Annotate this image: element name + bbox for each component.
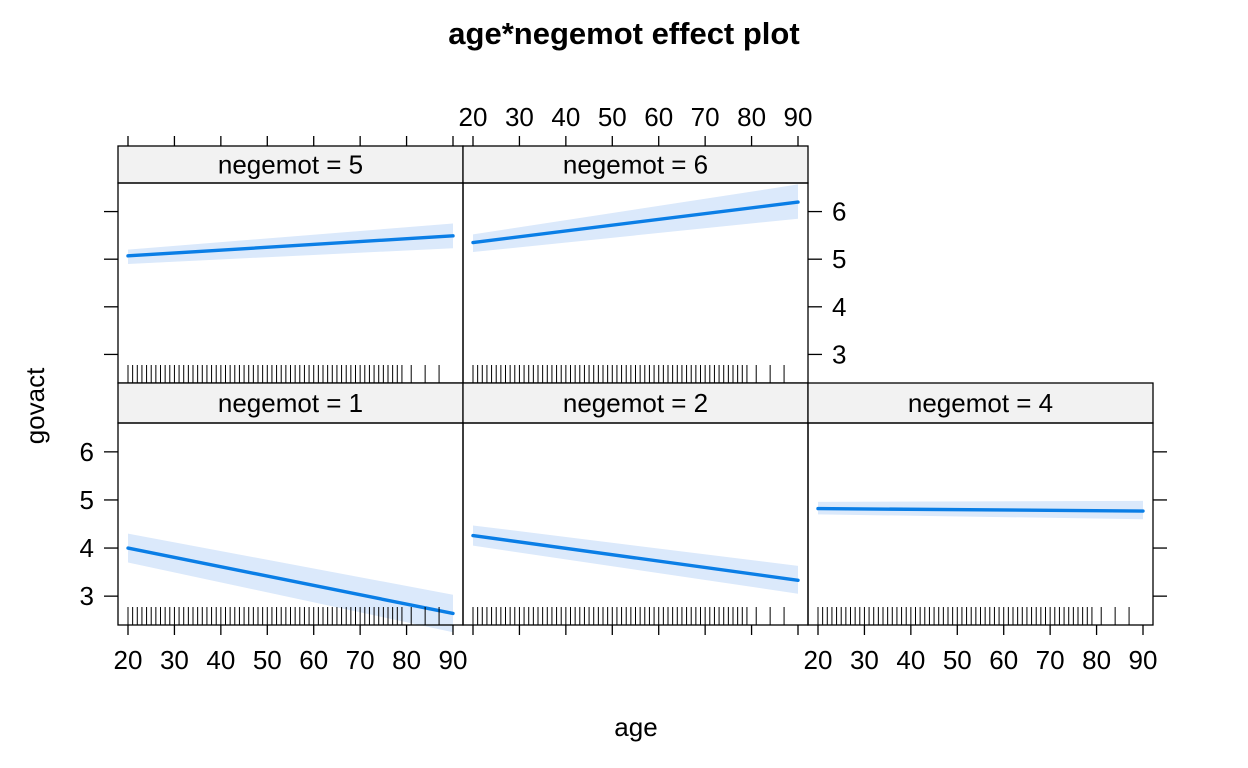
y-axis xyxy=(104,210,118,356)
x-tick-label: 50 xyxy=(598,102,627,132)
x-tick-label: 90 xyxy=(1129,645,1158,675)
x-tick-label: 60 xyxy=(299,645,328,675)
y-tick-label: 3 xyxy=(80,581,94,611)
x-tick-label: 70 xyxy=(691,102,720,132)
x-axis xyxy=(127,136,454,146)
y-tick-label: 5 xyxy=(80,485,94,515)
y-axis: 3 4 5 6 xyxy=(80,437,118,611)
x-tick-label: 80 xyxy=(392,645,421,675)
x-tick-label: 70 xyxy=(346,645,375,675)
fit-line xyxy=(471,200,800,245)
rug xyxy=(472,365,785,383)
fit-line xyxy=(126,234,455,258)
x-tick-label: 30 xyxy=(160,645,189,675)
strip-background xyxy=(807,382,1154,424)
confidence-band xyxy=(128,223,453,264)
x-tick-label: 30 xyxy=(850,645,879,675)
panel-negemot-2: negemot = 2 xyxy=(462,382,809,626)
strip-background xyxy=(462,382,809,424)
x-tick-label: 80 xyxy=(1082,645,1111,675)
y-tick-label: 5 xyxy=(832,244,846,274)
strip-label: negemot = 5 xyxy=(218,150,363,180)
strip-label: negemot = 6 xyxy=(563,150,708,180)
x-tick-label: 80 xyxy=(737,102,766,132)
x-axis: 20 30 40 50 60 70 80 90 xyxy=(459,102,813,146)
panel-negemot-4: negemot = 4 xyxy=(807,382,1154,626)
x-tick-label: 40 xyxy=(551,102,580,132)
x-axis xyxy=(472,625,799,635)
panel-border xyxy=(117,182,464,384)
x-tick-label: 20 xyxy=(804,645,833,675)
x-tick-label: 60 xyxy=(644,102,673,132)
x-tick-label: 40 xyxy=(206,645,235,675)
x-axis: 20 30 40 50 60 70 80 90 xyxy=(114,625,468,675)
confidence-band xyxy=(473,184,798,253)
y-tick-label: 3 xyxy=(832,339,846,369)
y-axis xyxy=(1153,451,1167,597)
x-tick-label: 90 xyxy=(439,645,468,675)
rug xyxy=(127,607,440,625)
fit-line xyxy=(816,506,1145,513)
x-tick-label: 90 xyxy=(784,102,813,132)
panel-negemot-5: negemot = 5 xyxy=(117,145,464,384)
y-axis-label: govact xyxy=(20,367,50,444)
rug xyxy=(472,607,785,625)
strip-label: negemot = 4 xyxy=(908,388,1053,418)
confidence-band xyxy=(128,533,453,633)
x-tick-label: 20 xyxy=(114,645,143,675)
x-tick-label: 20 xyxy=(459,102,488,132)
panel-border xyxy=(807,422,1154,626)
strip-background xyxy=(462,145,809,184)
x-tick-label: 70 xyxy=(1036,645,1065,675)
x-tick-label: 40 xyxy=(896,645,925,675)
y-tick-label: 6 xyxy=(832,197,846,227)
y-tick-label: 4 xyxy=(80,533,94,563)
x-axis: 20 30 40 50 60 70 80 90 xyxy=(804,625,1158,675)
panel-negemot-6: negemot = 6 xyxy=(462,145,809,384)
chart-title: age*negemot effect plot xyxy=(448,16,799,51)
panel-negemot-1: negemot = 1 xyxy=(117,382,464,633)
strip-label: negemot = 1 xyxy=(218,388,363,418)
fit-line xyxy=(126,546,455,616)
y-tick-label: 6 xyxy=(80,437,94,467)
panel-border xyxy=(462,422,809,626)
x-tick-label: 50 xyxy=(943,645,972,675)
fit-line xyxy=(471,533,800,582)
x-tick-label: 30 xyxy=(505,102,534,132)
panels: negemot = 5 negemot = 6 negemot = 1 negemot… xyxy=(117,145,1154,633)
y-axis: 3 4 5 6 xyxy=(808,197,846,369)
y-tick-label: 4 xyxy=(832,292,846,322)
x-tick-label: 50 xyxy=(253,645,282,675)
x-tick-label: 60 xyxy=(989,645,1018,675)
rug xyxy=(127,365,440,383)
rug xyxy=(817,607,1130,625)
strip-label: negemot = 2 xyxy=(563,388,708,418)
axes: 20 30 40 50 60 70 80 90 20 30 40 50 60 70 80 90 20 30 40 50… xyxy=(80,102,1167,675)
x-axis-label: age xyxy=(614,712,657,742)
